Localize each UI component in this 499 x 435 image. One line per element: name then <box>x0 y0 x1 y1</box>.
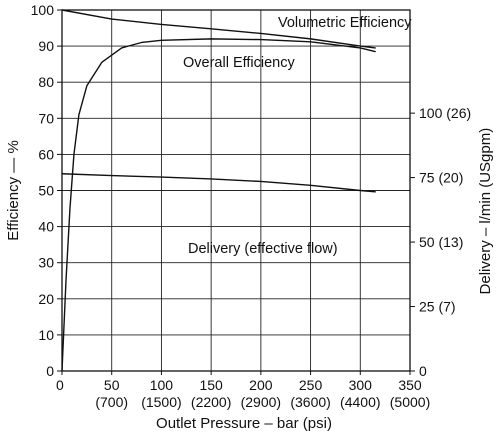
y-right-tick-label: 100 (26) <box>419 105 471 121</box>
y-tick-label: 60 <box>38 146 54 162</box>
x-tick-label-psi: (4400) <box>340 394 380 410</box>
series-line-volumetric <box>61 9 376 49</box>
y-right-tick-label: 0 <box>419 363 427 379</box>
tick-labels: 0 10 20 30 40 50 60 70 80 90 100 0 25 (7) 50 (13) 75 (… <box>31 2 472 410</box>
series-label-volumetric: Volumetric Efficiency <box>278 15 412 31</box>
x-tick-label: 200 <box>249 377 273 393</box>
y-tick-label: 20 <box>38 291 54 307</box>
x-tick-label: 50 <box>104 377 120 393</box>
y-tick-label: 100 <box>31 2 55 18</box>
y-right-tick-label: 75 (20) <box>419 170 463 186</box>
x-tick-label: 100 <box>150 377 174 393</box>
x-tick-label-psi: (700) <box>95 394 128 410</box>
y-tick-label: 30 <box>38 255 54 271</box>
y-tick-label: 70 <box>38 110 54 126</box>
x-tick-label: 250 <box>299 377 323 393</box>
series-label-overall: Overall Efficiency <box>183 55 295 71</box>
axes <box>57 9 415 375</box>
x-tick-label-psi: (1500) <box>141 394 181 410</box>
x-tick-label-psi: (3600) <box>290 394 330 410</box>
series-line-overall <box>61 38 376 372</box>
y-axis-label-right: Delivery – l/min (USgpm) <box>477 128 494 295</box>
x-tick-label: 300 <box>349 377 373 393</box>
x-tick-label: 0 <box>56 377 64 393</box>
y-tick-label: 0 <box>46 363 54 379</box>
y-tick-label: 40 <box>38 219 54 235</box>
x-tick-label-psi: (2200) <box>191 394 231 410</box>
chart-labels: Outlet Pressure – bar (psi) Efficiency —… <box>5 15 494 432</box>
y-right-tick-label: 50 (13) <box>419 234 463 250</box>
y-tick-label: 50 <box>38 183 54 199</box>
y-tick-label: 10 <box>38 327 54 343</box>
series-label-delivery: Delivery (effective flow) <box>188 241 338 257</box>
y-right-tick-label: 25 (7) <box>419 299 456 315</box>
x-tick-label: 150 <box>199 377 223 393</box>
y-tick-label: 90 <box>38 38 54 54</box>
x-tick-label-psi: (2900) <box>241 394 281 410</box>
x-axis-label: Outlet Pressure – bar (psi) <box>156 415 332 432</box>
y-tick-label: 80 <box>38 74 54 90</box>
x-tick-label-psi: (5000) <box>390 394 430 410</box>
y-axis-label-left: Efficiency — % <box>5 140 22 241</box>
series-line-delivery <box>61 173 376 193</box>
series <box>61 9 376 372</box>
x-tick-label: 350 <box>398 377 422 393</box>
